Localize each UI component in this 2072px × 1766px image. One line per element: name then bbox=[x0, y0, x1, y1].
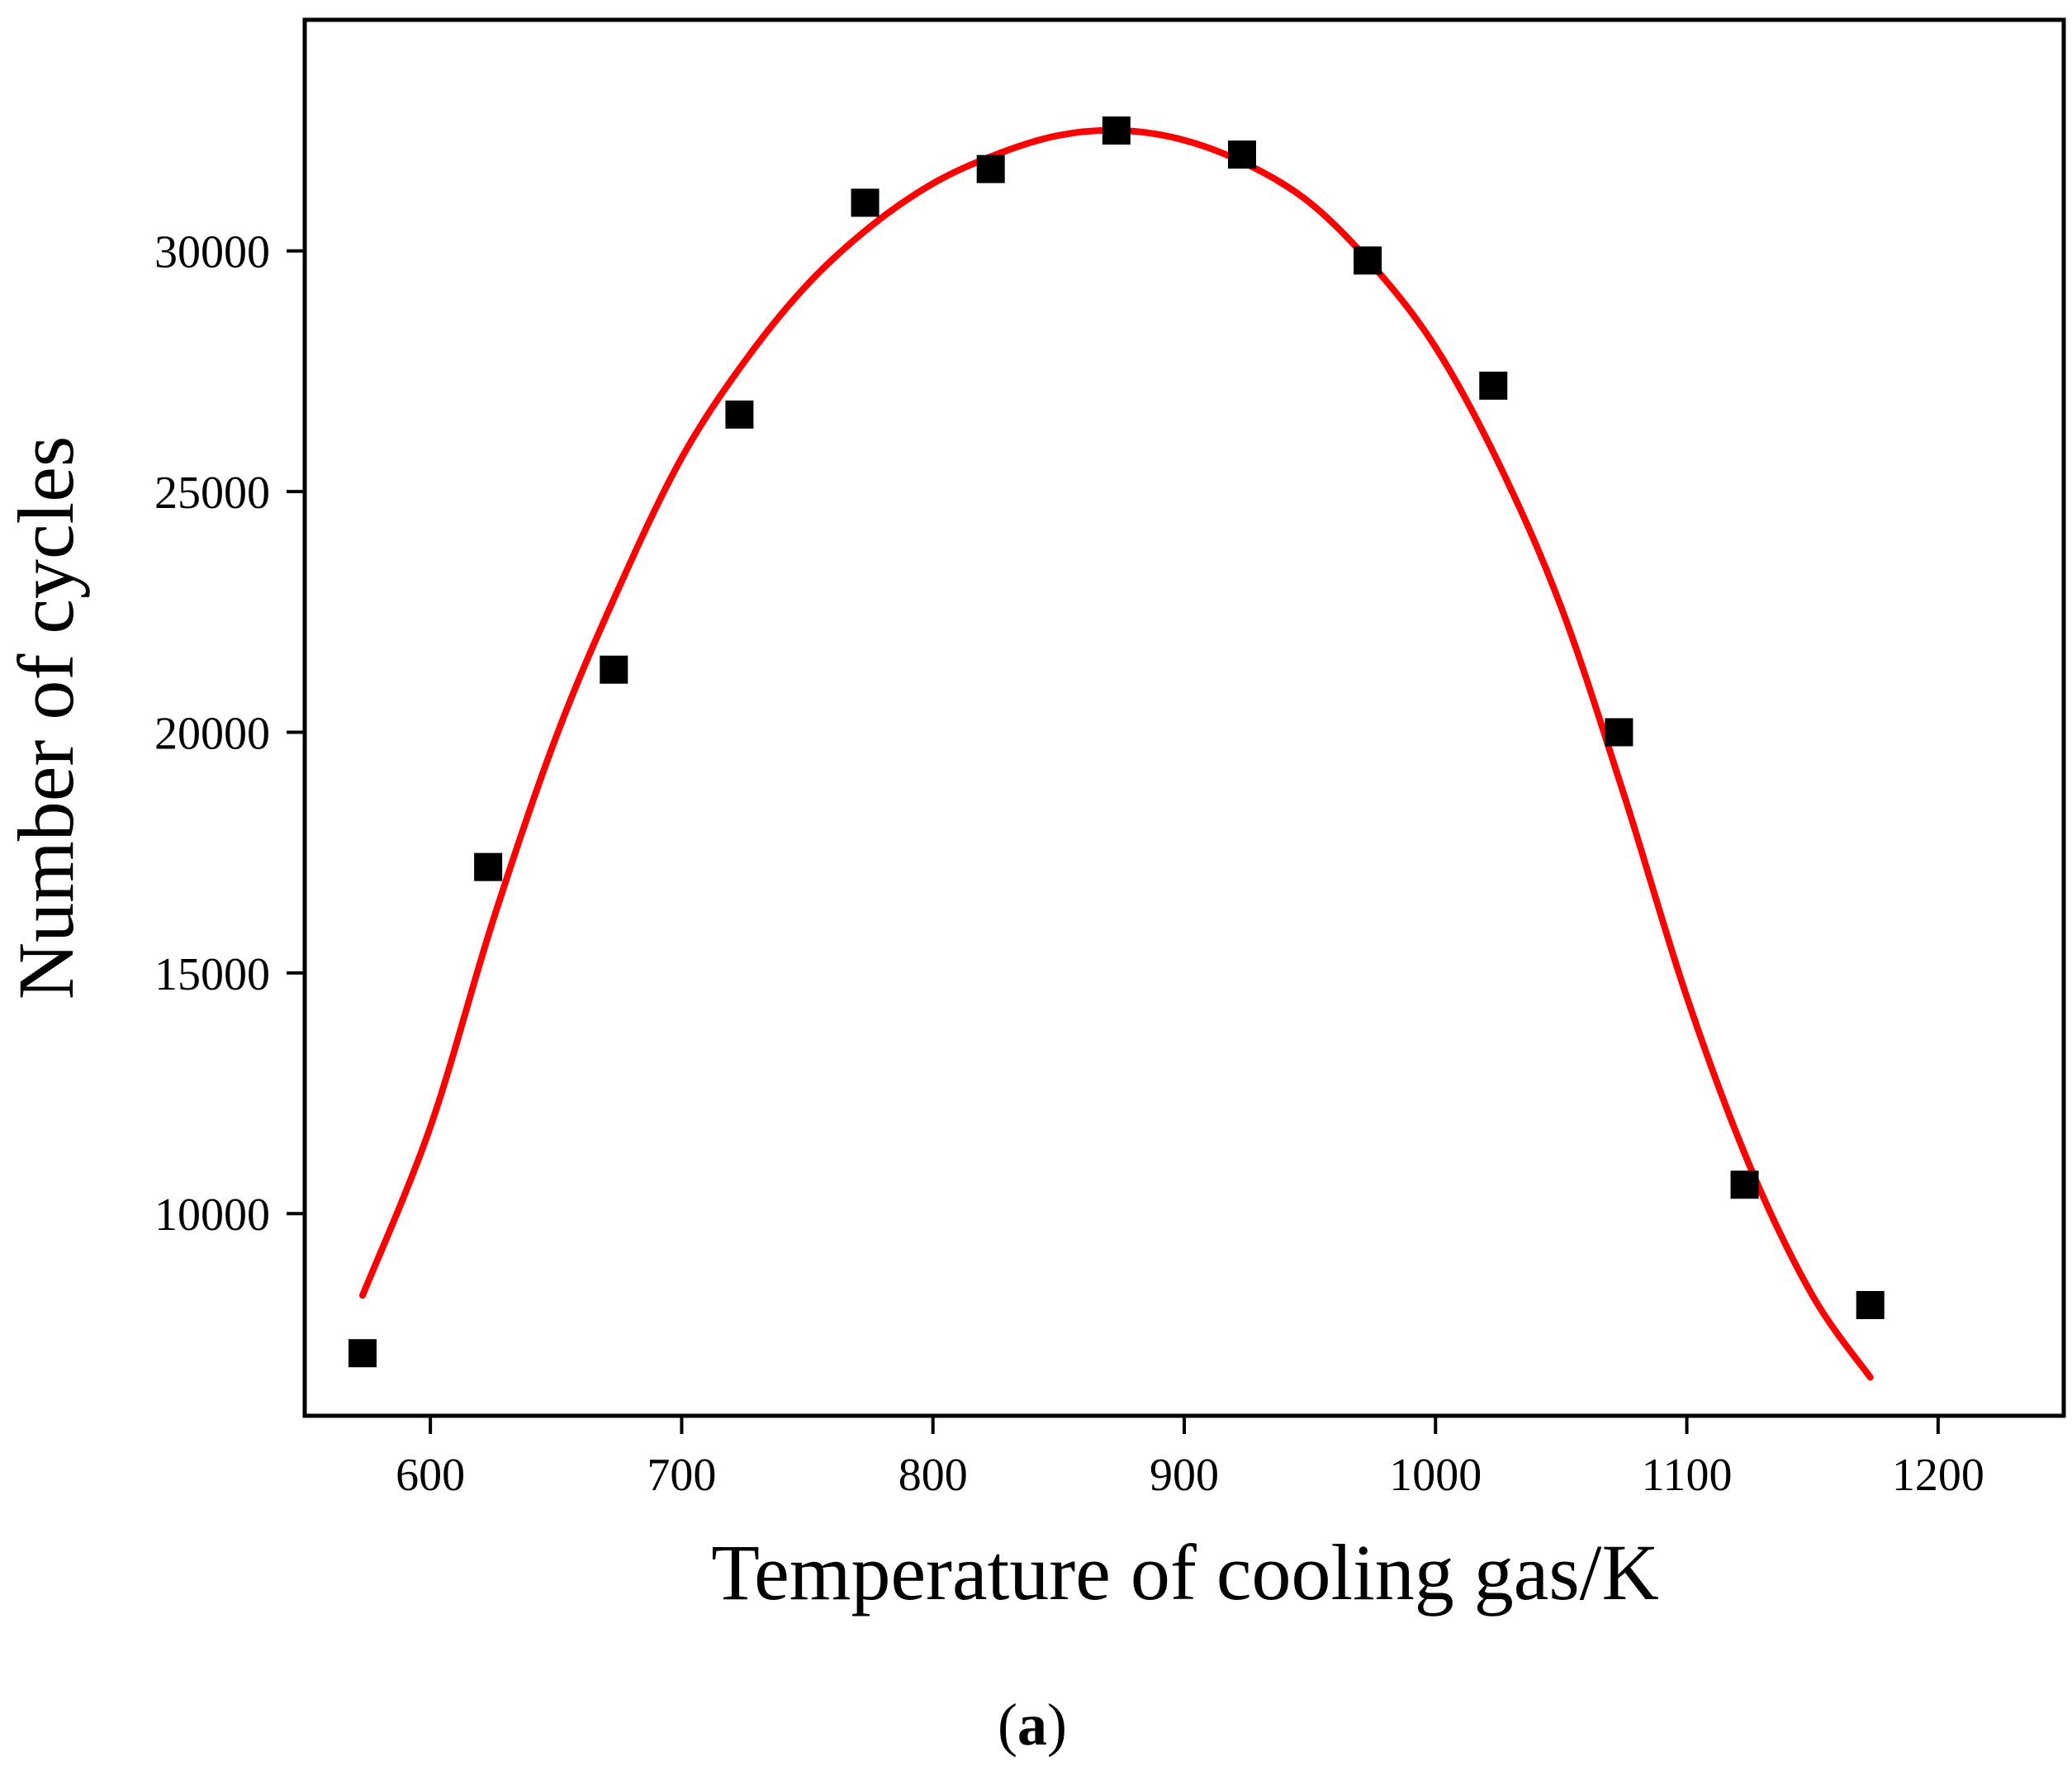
y-tick-label: 20000 bbox=[154, 708, 270, 759]
x-tick-label: 1200 bbox=[1892, 1450, 1984, 1501]
y-tick-label: 25000 bbox=[154, 468, 270, 519]
panel-label: (a) bbox=[998, 1692, 1067, 1758]
data-point bbox=[600, 655, 628, 684]
x-tick-label: 600 bbox=[396, 1450, 465, 1501]
data-point bbox=[1605, 718, 1633, 747]
y-axis-title: Number of cycles bbox=[2, 436, 90, 999]
data-point bbox=[474, 852, 503, 881]
data-point bbox=[1102, 116, 1131, 145]
y-axis-ticks: 10000 15000 20000 25000 30000 bbox=[154, 227, 305, 1241]
fit-curve bbox=[359, 126, 1874, 1381]
data-point bbox=[1730, 1170, 1759, 1199]
data-point bbox=[1227, 140, 1256, 169]
data-point bbox=[851, 188, 880, 217]
y-tick-label: 30000 bbox=[154, 227, 270, 278]
x-tick-label: 700 bbox=[647, 1450, 716, 1501]
x-tick-label: 1000 bbox=[1389, 1450, 1482, 1501]
data-point bbox=[725, 400, 754, 429]
x-axis-title: Temperature of cooling gas/K bbox=[711, 1528, 1659, 1616]
data-point bbox=[1479, 371, 1508, 400]
panel-label-letter: a bbox=[1017, 1692, 1047, 1758]
plot-frame bbox=[302, 17, 2066, 1418]
panel-label-open: ( bbox=[998, 1692, 1017, 1758]
fit-curve-layer bbox=[359, 126, 1874, 1381]
x-axis-ticks: 600 700 800 900 1000 1100 1200 bbox=[396, 1416, 1984, 1501]
data-point bbox=[1354, 246, 1382, 275]
panel-label-close: ) bbox=[1047, 1692, 1067, 1758]
data-point bbox=[1856, 1290, 1885, 1319]
data-point bbox=[348, 1339, 377, 1368]
x-tick-label: 800 bbox=[898, 1450, 968, 1501]
y-tick-label: 15000 bbox=[154, 949, 270, 1000]
x-tick-label: 1100 bbox=[1642, 1450, 1733, 1501]
data-point bbox=[976, 154, 1005, 183]
x-tick-label: 900 bbox=[1150, 1450, 1219, 1501]
data-points-layer bbox=[348, 116, 1885, 1368]
y-tick-label: 10000 bbox=[154, 1189, 270, 1241]
